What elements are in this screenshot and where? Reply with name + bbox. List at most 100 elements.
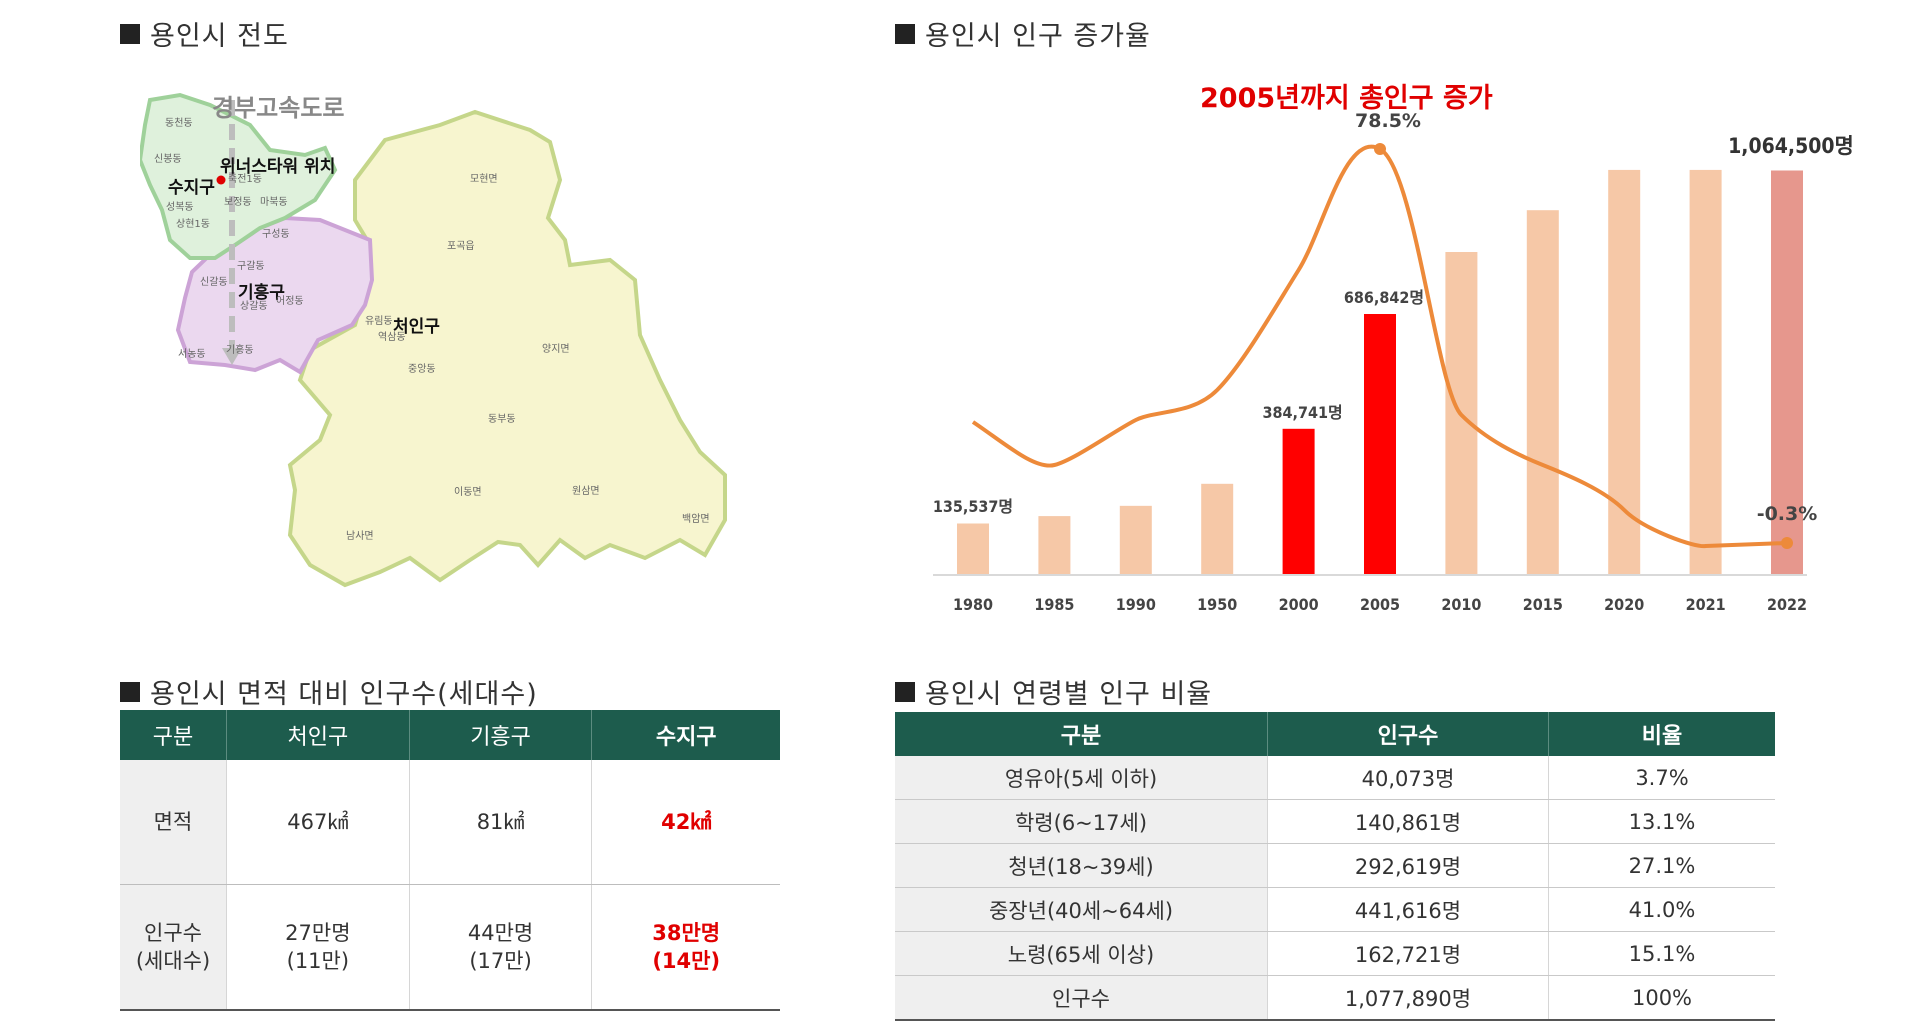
map-shapes <box>140 92 727 588</box>
row-label: 영유아(5세 이하) <box>895 756 1268 800</box>
town-label: 서농동 <box>178 349 206 360</box>
table-cell: 40,073명 <box>1267 756 1549 800</box>
town-label: 남사면 <box>346 531 374 542</box>
cell-line: 27만명 <box>285 921 351 945</box>
x-tick-label: 2015 <box>1522 595 1563 614</box>
x-tick-label: 2010 <box>1441 595 1482 614</box>
tower-label: 위너스타워 위치 <box>220 157 336 177</box>
table-header: 구분 <box>120 710 227 760</box>
suji-gu-region <box>140 92 338 260</box>
growth-rate-label: 78.5% <box>1355 110 1421 132</box>
row-label: 인구수 <box>895 975 1268 1021</box>
town-label: 동천동 <box>165 118 193 129</box>
yongin-map: 경부고속도로 위너스타워 위치 수지구 기흥구 처인구 동천동 신봉동 성복동 … <box>140 80 780 640</box>
chart-headline: 2005년까지 총인구 증가 <box>1200 83 1493 114</box>
bar-2005 <box>1364 314 1396 575</box>
table-row: 노령(65세 이상) 162,721명 15.1% <box>895 931 1775 976</box>
row-label: 노령(65세 이상) <box>895 931 1268 976</box>
table-header-row: 구분 인구수 비율 <box>895 712 1775 756</box>
table-row: 학령(6~17세) 140,861명 13.1% <box>895 799 1775 844</box>
town-label: 상현1동 <box>176 219 210 230</box>
area-population-table: 구분 처인구 기흥구 수지구 면적 467㎢ 81㎢ 42㎢ 인구수 (세대수)… <box>120 710 780 1011</box>
x-tick-label: 1990 <box>1115 595 1156 614</box>
table-row: 인구수 (세대수) 27만명 (11만) 44만명 (17만) 38만명 (14… <box>120 884 780 1011</box>
table-cell: 13.1% <box>1548 799 1775 844</box>
x-tick-label: 1950 <box>1197 595 1238 614</box>
x-tick-label: 2022 <box>1766 595 1808 614</box>
square-bullet-icon <box>120 681 140 702</box>
row-label: 중장년(40세~64세) <box>895 887 1268 932</box>
section-title-growth: 용인시 인구 증가율 <box>895 14 1151 53</box>
bar-value-label: 384,741명 <box>1262 402 1343 422</box>
town-label: 성복동 <box>166 202 194 213</box>
table-cell: 42㎢ <box>591 760 780 885</box>
town-label: 이동면 <box>454 487 482 498</box>
town-label: 포곡읍 <box>447 241 475 252</box>
bar-1980 <box>957 523 989 575</box>
row-label-line: 인구수 <box>144 921 202 945</box>
x-tick-label: 2021 <box>1685 595 1726 614</box>
row-label: 청년(18~39세) <box>895 843 1268 888</box>
district-giheung: 기흥구 <box>238 283 285 303</box>
bar-value-label: 686,842명 <box>1343 288 1425 307</box>
curve-point <box>1781 537 1793 549</box>
growth-rate-curve <box>971 144 1788 549</box>
table-cell: 3.7% <box>1548 756 1775 800</box>
bar-value-label: 1,064,500명 <box>1728 134 1854 159</box>
row-label: 학령(6~17세) <box>895 799 1268 844</box>
x-tick-label: 2000 <box>1278 595 1319 614</box>
highway-label: 경부고속도로 <box>212 94 345 122</box>
cell-line: (14만) <box>652 949 721 973</box>
town-label: 보정동 <box>224 197 252 208</box>
growth-rate-label: -0.3% <box>1756 503 1818 525</box>
bar-2020 <box>1608 169 1641 576</box>
cell-line: (17만) <box>469 949 532 973</box>
town-label: 구갈동 <box>237 261 265 272</box>
table-cell: 41.0% <box>1548 887 1775 932</box>
giheung-gu-region <box>175 215 375 375</box>
town-label: 구성동 <box>262 229 290 240</box>
cell-line: 44만명 <box>467 921 534 945</box>
table-row: 인구수 1,077,890명 100% <box>895 975 1775 1021</box>
tower-location-marker <box>216 175 226 185</box>
table-cell: 27.1% <box>1548 843 1775 888</box>
town-label: 모현면 <box>470 174 498 185</box>
age-population-table: 구분 인구수 비율 영유아(5세 이하) 40,073명 3.7% 학령(6~1… <box>895 712 1775 1021</box>
row-label-line: (세대수) <box>135 949 211 973</box>
section-title-age: 용인시 연령별 인구 비율 <box>895 672 1212 711</box>
table-header: 처인구 <box>226 710 410 760</box>
town-label: 백암면 <box>682 514 710 525</box>
town-label: 양지면 <box>542 344 570 355</box>
x-tick-label: 2005 <box>1359 595 1401 614</box>
x-tick-label: 1980 <box>952 595 994 614</box>
table-cell: 467㎢ <box>226 760 410 885</box>
table-cell: 44만명 (17만) <box>409 884 593 1011</box>
bar-2021 <box>1689 169 1722 576</box>
bar-1950 <box>1201 483 1234 575</box>
table-header: 수지구 <box>591 710 780 760</box>
table-cell: 292,619명 <box>1267 843 1549 888</box>
table-row: 청년(18~39세) 292,619명 27.1% <box>895 843 1775 888</box>
table-cell: 162,721명 <box>1267 931 1549 976</box>
cheoin-gu-region <box>287 109 727 588</box>
table-header: 인구수 <box>1267 712 1549 756</box>
table-header: 기흥구 <box>409 710 593 760</box>
chart-svg <box>933 143 1807 576</box>
town-label: 어정동 <box>276 296 304 307</box>
bar-1990 <box>1119 505 1152 575</box>
table-cell: 1,077,890명 <box>1267 975 1549 1021</box>
district-cheoin: 처인구 <box>393 317 440 337</box>
cell-line: 38만명 <box>652 921 721 945</box>
table-cell: 81㎢ <box>409 760 593 885</box>
table-header: 구분 <box>895 712 1268 756</box>
bar-1985 <box>1038 516 1071 575</box>
town-label: 신갈동 <box>200 277 228 288</box>
town-label: 중앙동 <box>408 364 436 375</box>
bar-value-label: 135,537명 <box>932 497 1014 517</box>
x-tick-label: 2020 <box>1604 595 1645 614</box>
table-cell: 38만명 (14만) <box>591 884 780 1011</box>
highway-arrow-icon <box>222 348 242 365</box>
town-label: 죽전1동 <box>228 174 262 185</box>
section-title-map: 용인시 전도 <box>120 14 289 53</box>
table-row: 영유아(5세 이하) 40,073명 3.7% <box>895 756 1775 800</box>
